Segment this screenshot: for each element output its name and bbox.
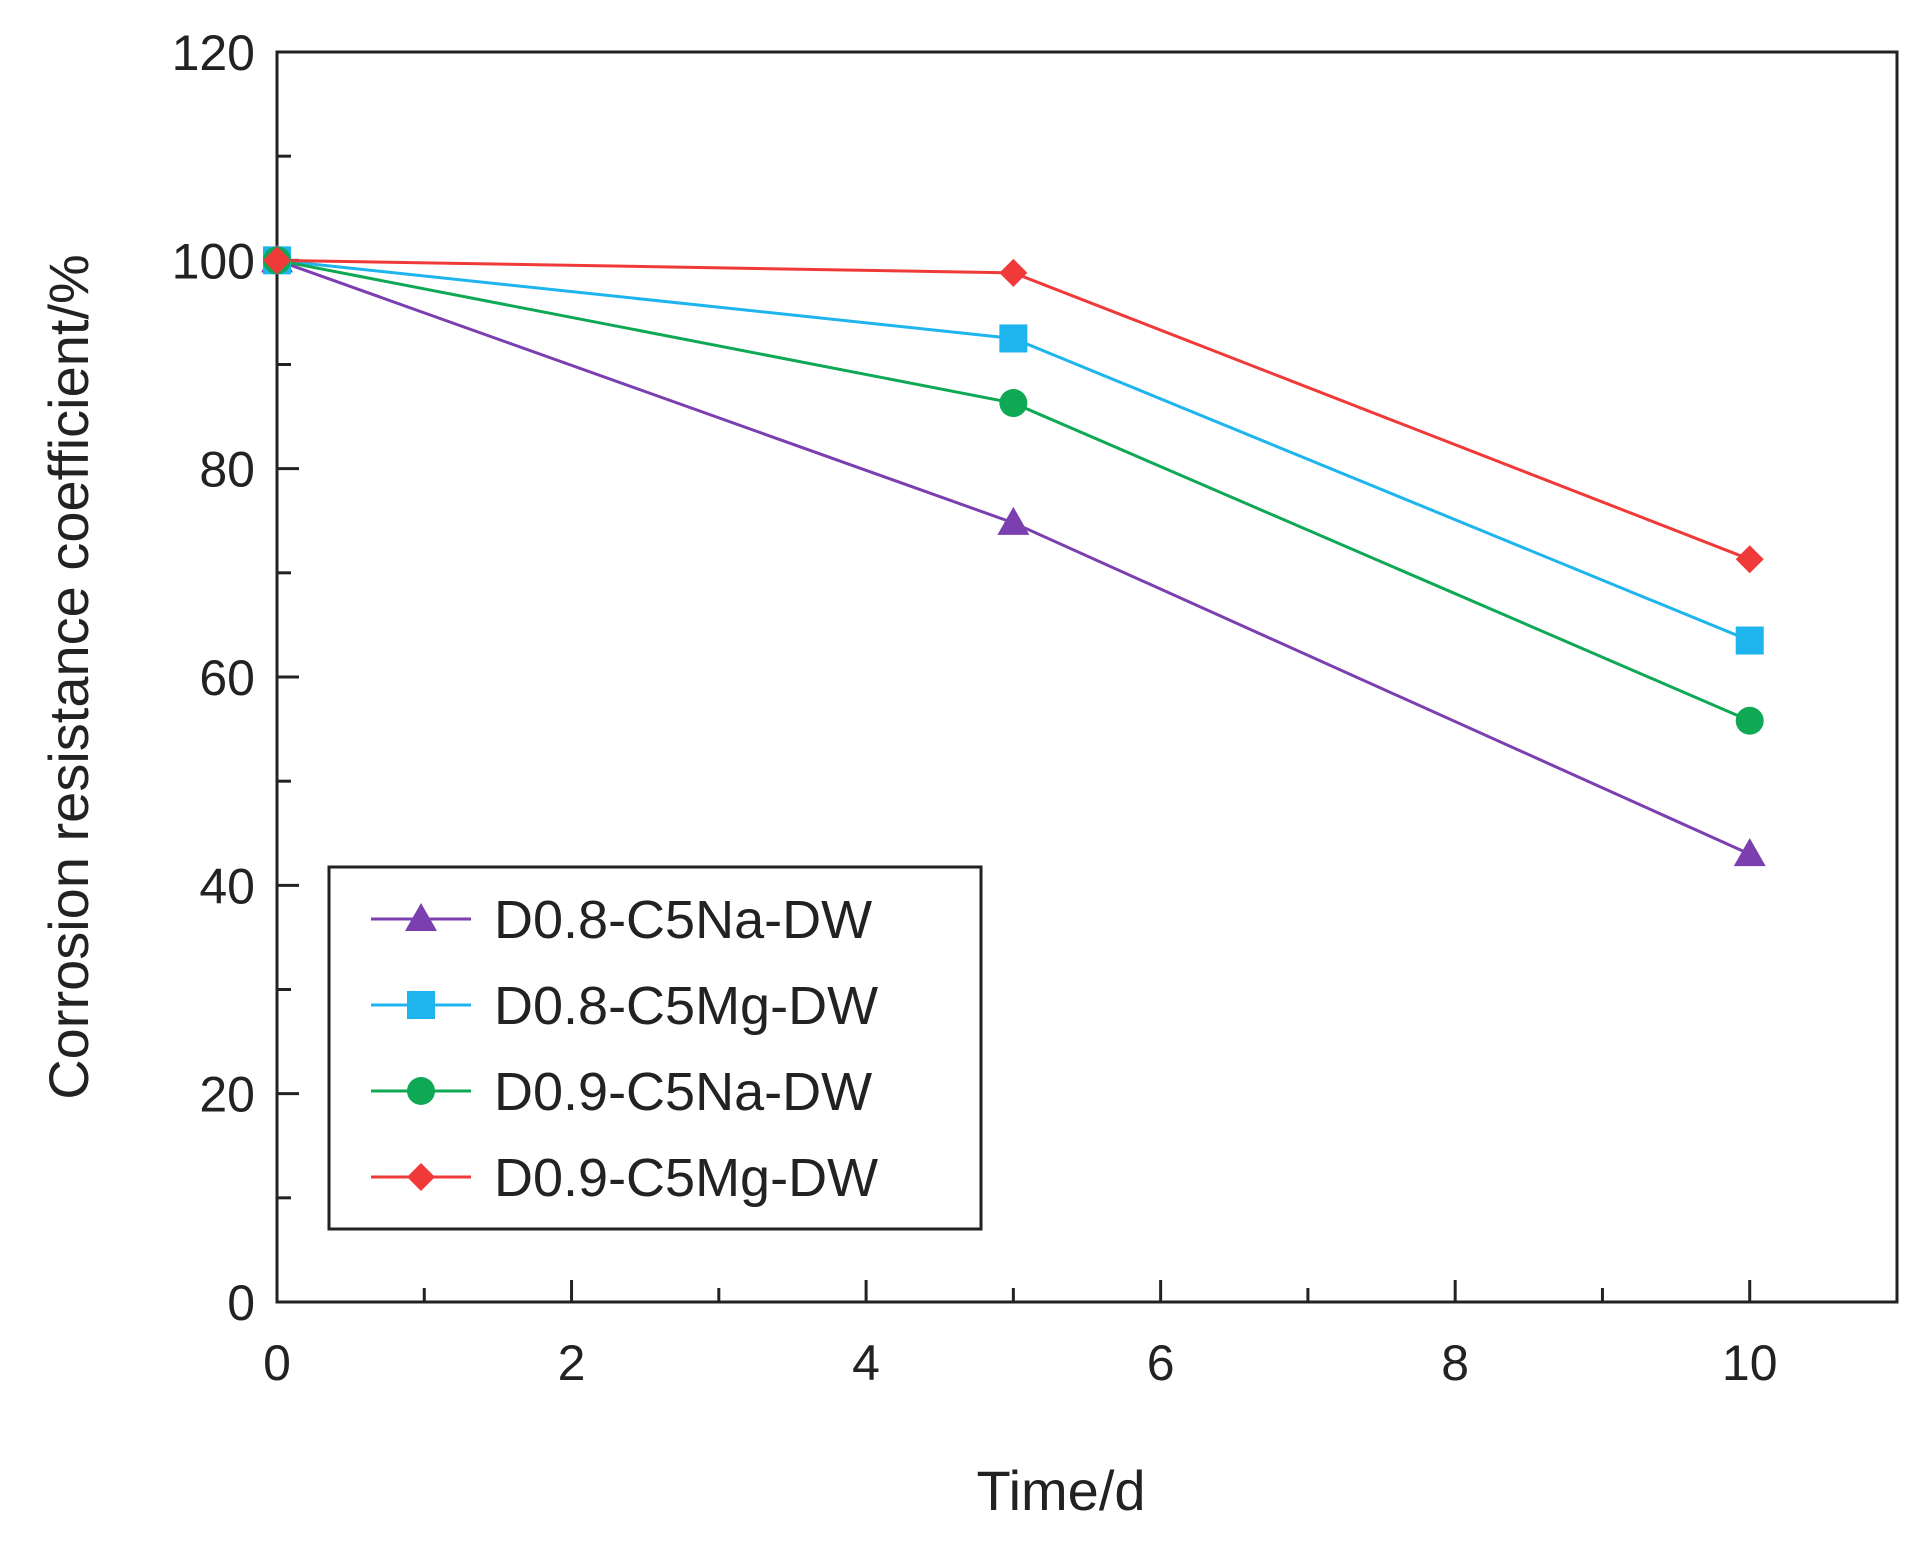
y-tick-label: 40: [199, 858, 255, 914]
series-3-markers: [263, 246, 1764, 735]
x-tick-label: 6: [1147, 1335, 1175, 1391]
legend-marker: [407, 1077, 435, 1105]
legend-marker: [405, 903, 437, 931]
data-point: [1735, 626, 1764, 655]
series-line: [276, 258, 1751, 642]
data-point: [1735, 706, 1764, 735]
y-tick-label: 20: [199, 1067, 255, 1123]
legend-marker: [407, 1163, 435, 1191]
x-axis-label: Time/d: [976, 1459, 1145, 1522]
data-point: [1735, 545, 1764, 574]
legend-label: D0.9-C5Na-DW: [494, 1062, 872, 1122]
y-tick-label: 60: [199, 650, 255, 706]
series-4-markers: [263, 246, 1764, 574]
legend-label: D0.9-C5Mg-DW: [494, 1148, 878, 1208]
x-tick-label: 8: [1441, 1335, 1469, 1391]
legend-label: D0.8-C5Mg-DW: [494, 976, 878, 1036]
legend-label: D0.8-C5Na-DW: [494, 890, 872, 950]
x-tick-label: 4: [852, 1335, 880, 1391]
y-tick-label: 80: [199, 442, 255, 498]
legend-entry: D0.8-C5Na-DW: [371, 890, 872, 950]
x-tick-label: 10: [1722, 1335, 1778, 1391]
axis-ticks: [275, 50, 1899, 1304]
data-point: [999, 258, 1028, 287]
x-tick-label: 2: [558, 1335, 586, 1391]
series-layer: [261, 244, 1766, 867]
y-tick-label: 0: [227, 1275, 255, 1331]
legend-entry: D0.8-C5Mg-DW: [371, 976, 878, 1036]
x-tick-label: 0: [263, 1335, 291, 1391]
legend-entry: D0.9-C5Mg-DW: [371, 1148, 878, 1208]
legend-box: [327, 865, 983, 1231]
data-point: [999, 324, 1028, 353]
legend: D0.8-C5Na-DW D0.8-C5Mg-DW D0.9-C5Na-DW D0.9…: [371, 890, 878, 1208]
data-point: [997, 506, 1030, 535]
legend-entry: D0.9-C5Na-DW: [371, 1062, 872, 1122]
data-point: [1733, 838, 1766, 867]
y-axis-label: Corrosion resistance coefficient/%: [37, 254, 100, 1100]
series-2-markers: [263, 246, 1764, 655]
data-point: [999, 389, 1028, 418]
data-point: [263, 246, 291, 275]
y-tick-label: 120: [172, 25, 255, 81]
series-2: [276, 258, 1751, 642]
legend-marker: [407, 991, 435, 1019]
y-tick-label: 100: [172, 233, 255, 289]
